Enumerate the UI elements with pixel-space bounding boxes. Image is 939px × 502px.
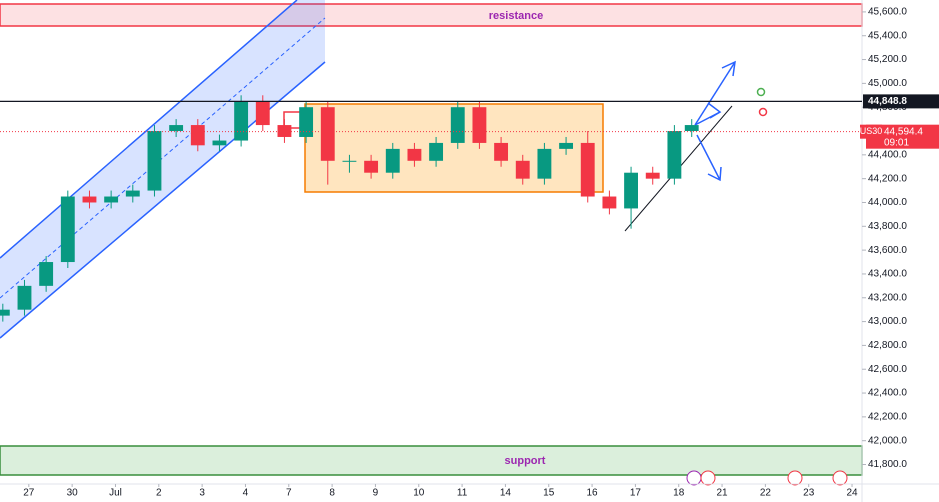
candle-body (60, 196, 75, 263)
candle-body (645, 172, 660, 179)
x-tick-label: 3 (199, 488, 205, 499)
candle-body (277, 125, 292, 137)
candle-body (17, 285, 32, 310)
y-tick-label: 42,800.0 (868, 340, 907, 351)
y-tick-label: 45,200.0 (868, 54, 907, 65)
candle-body (429, 142, 444, 161)
event-icon[interactable] (686, 470, 702, 486)
arrow-down (696, 134, 721, 181)
symbol-tag (860, 124, 882, 139)
event-icon[interactable] (787, 470, 803, 486)
level-tag (863, 94, 939, 109)
candle-body (472, 107, 487, 143)
x-tick-label: 2 (156, 488, 162, 499)
candle-body (407, 148, 422, 161)
candle-body (212, 140, 227, 146)
x-tick-label: 9 (373, 488, 379, 499)
candle-body (537, 148, 552, 179)
candle-body (169, 125, 184, 132)
x-tick-label: 15 (543, 488, 555, 499)
candle-body (104, 196, 119, 203)
y-tick-label: 43,000.0 (868, 316, 907, 327)
candle-body (450, 107, 465, 143)
x-tick-label: 24 (846, 488, 858, 499)
arrow-up (694, 61, 736, 126)
last-price-label: 44,594.4 (884, 126, 923, 137)
event-icon[interactable] (832, 470, 848, 486)
y-tick-label: 43,600.0 (868, 245, 907, 256)
candle-body (494, 142, 509, 161)
y-tick-label: 41,800.0 (868, 459, 907, 470)
candle-body (147, 131, 162, 191)
candle-body (320, 107, 335, 161)
y-tick-label: 44,400.0 (868, 149, 907, 160)
symbol-label: US30 (860, 126, 883, 136)
candle-body (385, 148, 400, 173)
y-tick-label: 44,200.0 (868, 173, 907, 184)
x-tick-label: 7 (286, 488, 292, 499)
x-tick-label: 17 (630, 488, 642, 499)
x-tick-label: Jul (109, 488, 122, 499)
candle-body (624, 172, 638, 209)
y-tick-label: 43,200.0 (868, 292, 907, 303)
x-tick-label: 22 (760, 488, 772, 499)
drawings: resistance support (0, 0, 863, 486)
arrow-head (707, 166, 722, 182)
candle-body (82, 196, 97, 203)
candle-body (667, 131, 682, 179)
candle-body (125, 190, 140, 197)
x-tick-label: 4 (243, 488, 249, 499)
x-tick-label: 18 (673, 488, 685, 499)
y-tick-label: 43,400.0 (868, 269, 907, 280)
y-tick-label: 42,000.0 (868, 435, 907, 446)
resistance-zone (0, 3, 863, 27)
zone-label: resistance (489, 10, 543, 22)
candle-body (602, 196, 617, 209)
x-tick-label: 10 (413, 488, 425, 499)
y-tick-label: 45,600.0 (868, 7, 907, 18)
zone-label: support (505, 455, 546, 467)
level-label: 44,848.8 (868, 96, 907, 107)
channel-lower (0, 61, 326, 339)
y-tick-label: 45,000.0 (868, 78, 907, 89)
support-zone (0, 445, 863, 476)
candle-body (299, 107, 314, 137)
channel-mid (0, 17, 326, 299)
signal-dot (756, 87, 766, 97)
y-tick-label: 45,400.0 (868, 30, 907, 41)
candle-body (580, 142, 595, 197)
x-tick-label: 8 (329, 488, 335, 499)
candle-body (342, 160, 357, 162)
countdown-label: 09:01 (884, 137, 909, 148)
candle-body (515, 160, 530, 179)
last-price-tag (866, 124, 939, 149)
candle-body (234, 101, 249, 141)
arrow-head (721, 60, 736, 77)
x-tick-label: 30 (67, 488, 79, 499)
candle-body (0, 309, 10, 316)
signal-dot (758, 107, 768, 117)
y-tick-label: 43,800.0 (868, 221, 907, 232)
candle-body (559, 142, 574, 149)
arrow-head (707, 102, 722, 119)
y-tick-label: 42,200.0 (868, 412, 907, 423)
candle-body (255, 101, 270, 126)
channel-upper (0, 0, 298, 259)
x-tick-label: 21 (716, 488, 728, 499)
y-tick-label: 44,000.0 (868, 197, 907, 208)
x-tick-label: 11 (457, 488, 468, 499)
event-icon[interactable] (700, 470, 716, 486)
x-tick-label: 27 (23, 488, 35, 499)
candle-body (364, 160, 379, 173)
x-tick-label: 14 (500, 488, 512, 499)
candle-body (190, 125, 205, 146)
y-tick-label: 42,600.0 (868, 364, 907, 375)
candle-body (39, 262, 54, 286)
y-tick-label: 42,400.0 (868, 388, 907, 399)
channel-fill (0, 0, 325, 338)
x-tick-label: 16 (587, 488, 599, 499)
x-tick-label: 23 (803, 488, 815, 499)
candle-body (684, 125, 699, 132)
